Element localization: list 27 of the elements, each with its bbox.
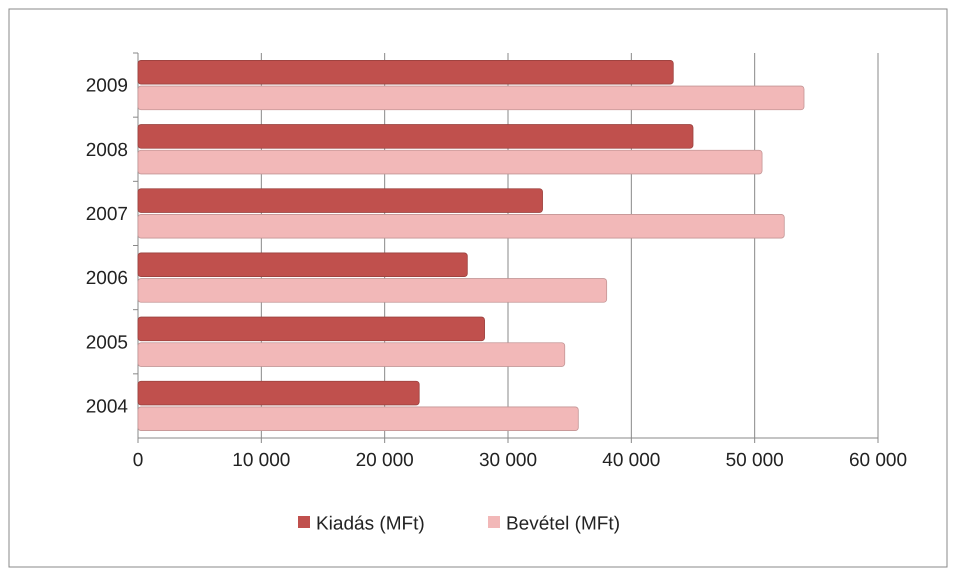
bar — [138, 124, 694, 149]
legend-label: Kiadás (MFt) — [316, 514, 425, 535]
bar — [138, 188, 543, 213]
x-tick-label: 40 000 — [602, 450, 660, 471]
x-tick-label: 60 000 — [848, 450, 908, 471]
y-tick-label: 2005 — [86, 332, 128, 354]
x-tick-label: 30 000 — [478, 450, 538, 471]
bar — [138, 214, 785, 238]
bar — [138, 86, 804, 110]
x-tick-label: 50 000 — [726, 450, 784, 471]
bar — [138, 380, 420, 406]
x-tick-label: 0 — [132, 450, 144, 471]
x-tick-label: 10 000 — [232, 450, 290, 471]
y-tick-label: 2008 — [86, 140, 128, 161]
y-tick-label: 2006 — [86, 268, 128, 290]
bar — [138, 316, 485, 342]
legend-label: Bevétel (MFt) — [506, 514, 620, 535]
bar — [138, 252, 468, 277]
bar — [138, 278, 608, 303]
bar — [138, 342, 566, 367]
bar — [138, 60, 674, 84]
x-tick-label: 20 000 — [356, 450, 414, 471]
y-tick-label: 2009 — [86, 76, 128, 97]
y-tick-label: 2004 — [86, 396, 128, 418]
bar — [138, 150, 762, 174]
bar — [138, 406, 579, 431]
y-tick-label: 2007 — [86, 204, 128, 226]
